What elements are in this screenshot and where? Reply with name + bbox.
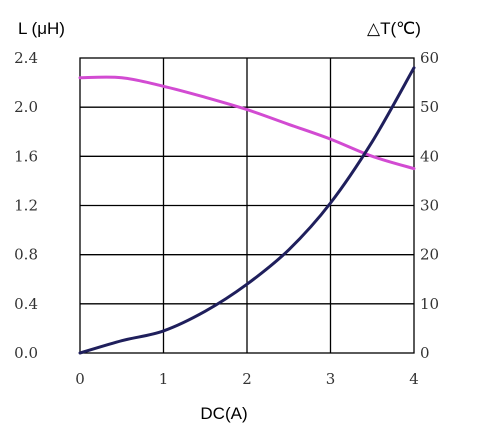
x-tick-label: 1	[159, 370, 169, 388]
right-y-tick-label: 30	[420, 197, 439, 215]
x-tick-label: 2	[242, 370, 252, 388]
right-y-tick-label: 20	[420, 246, 439, 264]
right-y-tick-label: 10	[420, 295, 439, 313]
grid	[79, 57, 415, 354]
right-y-tick-label: 60	[420, 49, 439, 67]
x-axis-title: DC(A)	[200, 404, 247, 423]
temperature-rise-line	[78, 66, 416, 355]
x-tick-label: 3	[326, 370, 336, 388]
left-y-tick-label: 1.6	[14, 147, 38, 165]
left-y-tick-label: 1.2	[14, 197, 38, 215]
left-y-tick-label: 0.8	[14, 246, 38, 264]
x-tick-label: 0	[75, 370, 85, 388]
right-axis-title: △T(℃)	[367, 19, 421, 38]
left-y-tick-label: 2.4	[14, 49, 38, 67]
right-y-tick-label: 0	[420, 344, 430, 362]
x-tick-label: 4	[409, 370, 419, 388]
left-y-tick-label: 2.0	[14, 98, 38, 116]
inductance-line	[78, 75, 416, 171]
right-y-tick-label: 50	[420, 98, 439, 116]
left-axis-title: L (μH)	[18, 19, 65, 38]
left-y-tick-label: 0.0	[14, 344, 38, 362]
series-lines	[78, 66, 416, 355]
left-y-tick-label: 0.4	[14, 295, 38, 313]
right-y-tick-label: 40	[420, 147, 439, 165]
tick-labels: 0 1 2 3 4 0.0 0.4 0.8 1.2 1.6 2.0 2.4 0 10 20 30 40 50 60	[14, 49, 439, 388]
